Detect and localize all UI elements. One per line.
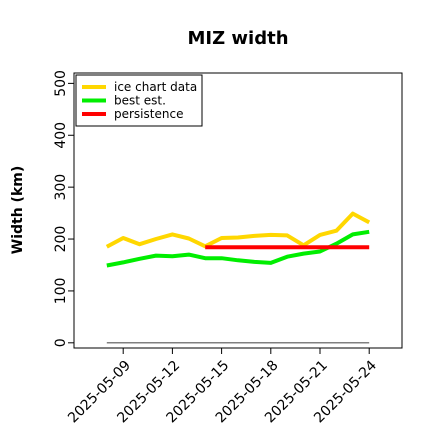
y-axis-label: Width (km) (10, 166, 26, 255)
x-axis: 2025-05-092025-05-122025-05-152025-05-18… (65, 348, 380, 426)
y-tick-label: 200 (53, 226, 69, 253)
y-tick-label: 0 (53, 338, 69, 347)
legend-entry: best est. (114, 94, 166, 108)
y-tick-label: 400 (53, 122, 69, 149)
series-line-ice-chart-data (105, 211, 371, 249)
y-tick-label: 500 (53, 70, 69, 97)
y-axis: 0 100 200 300 400 500 (53, 70, 74, 347)
plot-frame (73, 72, 403, 349)
y-tick-label: 100 (53, 278, 69, 305)
y-tick-label: 300 (53, 174, 69, 201)
series-layer (105, 211, 371, 344)
legend-entry: persistence (114, 107, 183, 121)
chart-title: MIZ width (187, 28, 288, 49)
legend-entry: ice chart data (114, 80, 197, 94)
